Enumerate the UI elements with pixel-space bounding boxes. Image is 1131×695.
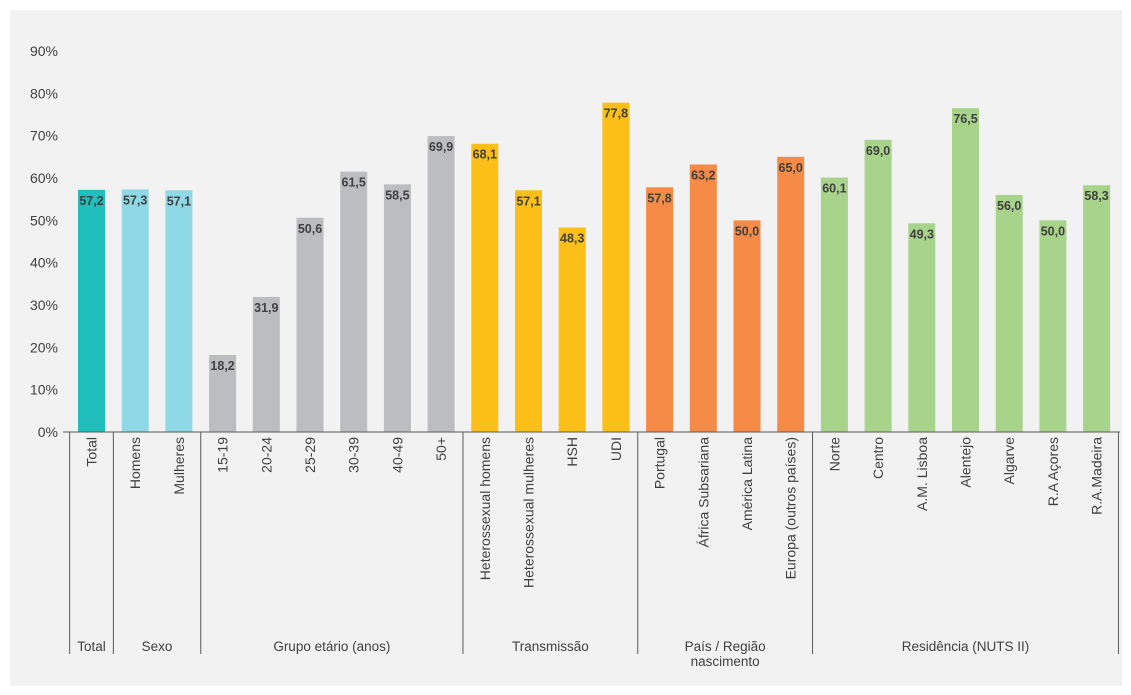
data-label: 65,0 — [779, 161, 803, 175]
bar — [427, 136, 455, 432]
bar — [78, 189, 105, 432]
x-tick-label: África Subsariana — [695, 437, 711, 548]
data-label: 57,1 — [516, 194, 540, 208]
bar — [209, 354, 237, 432]
y-tick-label: 20% — [30, 339, 58, 355]
x-tick-label: Norte — [826, 437, 842, 471]
data-label: 60,1 — [822, 182, 846, 196]
x-tick-label: UDI — [608, 437, 624, 461]
group-label: Grupo etário (anos) — [273, 639, 390, 654]
x-tick-label: Heterossexual mulheres — [521, 437, 537, 588]
x-tick-label: Total — [84, 437, 100, 467]
bar — [558, 227, 586, 432]
bar — [165, 190, 193, 432]
data-label: 77,8 — [604, 107, 628, 121]
data-label: 63,2 — [691, 168, 715, 182]
data-label: 57,8 — [647, 191, 671, 205]
data-label: 69,0 — [866, 144, 890, 158]
group-label: Transmissão — [512, 639, 589, 654]
data-label: 57,3 — [123, 193, 147, 207]
bar — [296, 217, 324, 432]
x-tick-label: HSH — [564, 437, 580, 467]
x-tick-label: 40-49 — [389, 437, 405, 473]
bar — [340, 171, 368, 432]
data-label: 68,1 — [473, 148, 497, 162]
bar — [1039, 220, 1067, 432]
data-label: 57,1 — [167, 194, 191, 208]
x-tick-label: Portugal — [652, 437, 668, 489]
group-label: Total — [77, 639, 106, 654]
bar — [864, 139, 892, 432]
y-tick-label: 50% — [30, 212, 58, 228]
x-tick-label: R.A Açores — [1045, 437, 1061, 506]
bar — [646, 187, 674, 432]
x-tick-label: 15-19 — [215, 437, 231, 473]
y-tick-label: 0% — [38, 424, 58, 440]
bar — [383, 184, 411, 432]
bar — [689, 164, 717, 432]
x-tick-label: 50+ — [433, 437, 449, 461]
data-label: 31,9 — [254, 301, 278, 315]
data-label: 57,2 — [79, 194, 103, 208]
data-label: 48,3 — [560, 232, 584, 246]
x-tick-label: 25-29 — [302, 437, 318, 473]
x-tick-label: Mulheres — [171, 437, 187, 495]
y-tick-label: 60% — [30, 170, 58, 186]
bar — [908, 223, 936, 432]
x-tick-label: América Latina — [739, 437, 755, 531]
bar — [515, 190, 542, 432]
bar — [252, 296, 280, 432]
data-label: 58,3 — [1084, 189, 1108, 203]
y-tick-label: 10% — [30, 382, 58, 398]
bar — [733, 220, 761, 432]
bar — [602, 102, 630, 432]
data-label: 76,5 — [953, 112, 977, 126]
data-label: 69,9 — [429, 140, 453, 154]
x-tick-label: R.A.Madeira — [1089, 437, 1105, 515]
data-label: 50,6 — [298, 222, 322, 236]
x-tick-label: 20-24 — [258, 437, 274, 473]
bar — [1083, 185, 1111, 432]
group-label: Residência (NUTS II) — [902, 639, 1030, 654]
data-label: 58,5 — [385, 188, 409, 202]
group-label: País / Região — [685, 639, 766, 654]
y-tick-label: 30% — [30, 297, 58, 313]
bar — [820, 177, 848, 432]
data-label: 61,5 — [342, 176, 366, 190]
y-tick-label: 40% — [30, 255, 58, 271]
bar — [777, 156, 805, 433]
group-label: nascimento — [691, 654, 760, 669]
x-tick-label: Centro — [870, 437, 886, 479]
data-label: 50,0 — [735, 224, 759, 238]
bar — [471, 143, 499, 432]
data-label: 49,3 — [910, 227, 934, 241]
x-tick-label: Alentejo — [958, 437, 974, 488]
y-tick-label: 80% — [30, 85, 58, 101]
y-tick-label: 90% — [30, 43, 58, 59]
data-label: 56,0 — [997, 199, 1021, 213]
bar — [952, 108, 979, 433]
x-tick-label: 30-39 — [346, 437, 362, 473]
bar — [121, 189, 149, 432]
x-tick-label: Heterossexual homens — [477, 437, 493, 580]
bar — [995, 194, 1023, 432]
x-tick-label: A.M. Lisboa — [914, 437, 930, 511]
x-tick-label: Europa (outros países) — [783, 437, 799, 579]
y-tick-label: 70% — [30, 128, 58, 144]
x-tick-label: Algarve — [1001, 437, 1017, 485]
group-label: Sexo — [142, 639, 173, 654]
x-tick-label: Homens — [127, 437, 143, 489]
data-label: 18,2 — [210, 359, 234, 373]
data-label: 50,0 — [1041, 224, 1065, 238]
